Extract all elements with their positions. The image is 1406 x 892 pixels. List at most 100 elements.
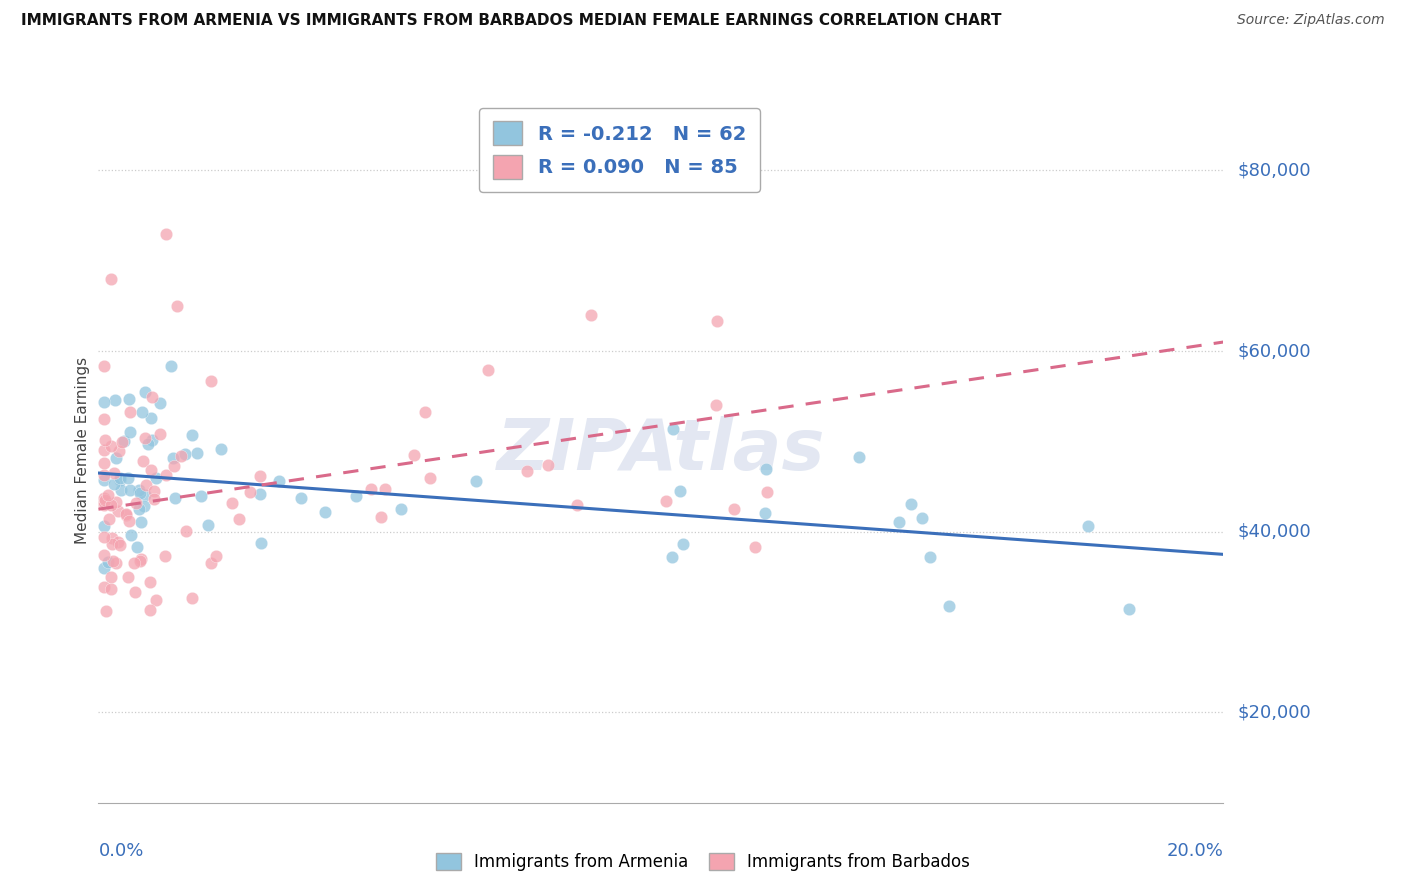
Point (404, 448, 426, 462)
Point (93, 491, 115, 505)
Point (118, 425, 141, 439)
Point (162, 450, 184, 465)
Point (159, 359, 181, 373)
Point (120, 405, 142, 419)
Text: ZIPAtlas: ZIPAtlas (496, 416, 825, 485)
Point (104, 392, 127, 407)
Point (103, 476, 125, 491)
Point (706, 314, 728, 328)
Point (118, 483, 141, 498)
Point (516, 464, 538, 478)
Point (118, 514, 141, 528)
Point (93, 580, 115, 594)
Point (93, 548, 115, 562)
Point (138, 437, 160, 451)
Point (1077, 519, 1099, 533)
Point (190, 489, 212, 503)
Point (419, 471, 441, 485)
Point (120, 527, 142, 541)
Point (93, 412, 115, 426)
Point (139, 463, 162, 477)
Point (122, 557, 145, 571)
Point (755, 485, 778, 500)
Point (93, 518, 115, 533)
Point (249, 536, 271, 550)
Point (249, 487, 271, 501)
Point (104, 557, 127, 571)
Point (132, 453, 155, 467)
Point (100, 569, 122, 583)
Point (174, 447, 197, 461)
Point (920, 549, 942, 564)
Point (672, 536, 695, 550)
Point (112, 434, 135, 449)
Point (108, 444, 131, 458)
Point (105, 450, 128, 465)
Point (848, 450, 870, 464)
Point (668, 483, 690, 498)
Point (174, 524, 197, 538)
Point (565, 498, 588, 512)
Text: $20,000: $20,000 (1237, 704, 1310, 722)
Point (132, 499, 155, 513)
Point (1118, 602, 1140, 616)
Legend: Immigrants from Armenia, Immigrants from Barbados: Immigrants from Armenia, Immigrants from… (427, 845, 979, 880)
Point (165, 491, 187, 505)
Text: 20.0%: 20.0% (1167, 841, 1223, 860)
Point (93, 530, 115, 544)
Point (97, 555, 120, 569)
Point (108, 473, 131, 487)
Y-axis label: Median Female Earnings: Median Female Earnings (75, 357, 90, 544)
Point (114, 508, 136, 522)
Point (145, 593, 167, 607)
Point (149, 426, 172, 441)
Point (107, 534, 129, 549)
Point (107, 504, 129, 518)
Point (131, 405, 153, 419)
Text: Source: ZipAtlas.com: Source: ZipAtlas.com (1237, 13, 1385, 28)
Point (186, 446, 208, 460)
Point (135, 477, 157, 491)
Point (155, 227, 177, 241)
Point (180, 591, 202, 606)
Text: IMMIGRANTS FROM ARMENIA VS IMMIGRANTS FROM BARBADOS MEDIAN FEMALE EARNINGS CORRE: IMMIGRANTS FROM ARMENIA VS IMMIGRANTS FR… (21, 13, 1001, 29)
Point (204, 549, 226, 564)
Point (163, 458, 186, 473)
Point (221, 496, 243, 510)
Point (754, 507, 776, 521)
Point (744, 540, 766, 554)
Point (118, 392, 141, 407)
Point (938, 599, 960, 614)
Point (389, 502, 412, 516)
Point (100, 582, 122, 596)
Point (108, 538, 131, 552)
Point (129, 515, 152, 529)
Point (103, 466, 125, 480)
Point (200, 556, 222, 570)
Point (117, 471, 139, 485)
Point (128, 483, 150, 497)
Point (239, 485, 262, 500)
Point (170, 449, 193, 463)
Point (138, 603, 160, 617)
Point (98, 512, 121, 526)
Point (128, 502, 150, 516)
Point (94, 433, 117, 447)
Point (181, 428, 204, 442)
Point (93, 395, 115, 409)
Point (134, 431, 156, 445)
Point (97, 487, 120, 501)
Point (141, 434, 163, 448)
Point (134, 488, 156, 502)
Point (537, 458, 560, 472)
Point (115, 507, 138, 521)
Point (166, 299, 188, 313)
Point (105, 495, 128, 509)
Point (93, 561, 115, 575)
Point (344, 489, 367, 503)
Point (93, 498, 115, 512)
Point (200, 374, 222, 388)
Point (100, 498, 122, 512)
Point (100, 537, 122, 551)
Point (129, 554, 152, 568)
